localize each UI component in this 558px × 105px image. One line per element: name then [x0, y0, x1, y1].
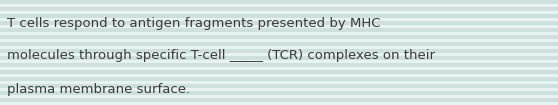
Text: T cells respond to antigen fragments presented by MHC: T cells respond to antigen fragments pre… [7, 17, 380, 30]
Bar [0, 49, 558, 52]
Bar [0, 7, 558, 10]
Bar [0, 91, 558, 94]
Bar [0, 98, 558, 102]
Text: plasma membrane surface.: plasma membrane surface. [7, 83, 190, 96]
Bar [0, 0, 558, 3]
Bar [0, 56, 558, 60]
Bar [0, 60, 558, 63]
Bar [0, 77, 558, 81]
Bar [0, 24, 558, 28]
Bar [0, 81, 558, 84]
Bar [0, 63, 558, 66]
Bar [0, 66, 558, 70]
Bar [0, 74, 558, 77]
Bar [0, 18, 558, 21]
Bar [0, 28, 558, 31]
Bar [0, 35, 558, 39]
Bar [0, 39, 558, 42]
Bar [0, 21, 558, 24]
Bar [0, 10, 558, 14]
Bar [0, 102, 558, 105]
Text: molecules through specific T-cell _____ (TCR) complexes on their: molecules through specific T-cell _____ … [7, 49, 435, 62]
Bar [0, 3, 558, 7]
Bar [0, 32, 558, 35]
Bar [0, 14, 558, 18]
Bar [0, 84, 558, 87]
Bar [0, 45, 558, 49]
Bar [0, 52, 558, 56]
Bar [0, 42, 558, 45]
Bar [0, 70, 558, 74]
Bar [0, 87, 558, 91]
Bar [0, 94, 558, 98]
